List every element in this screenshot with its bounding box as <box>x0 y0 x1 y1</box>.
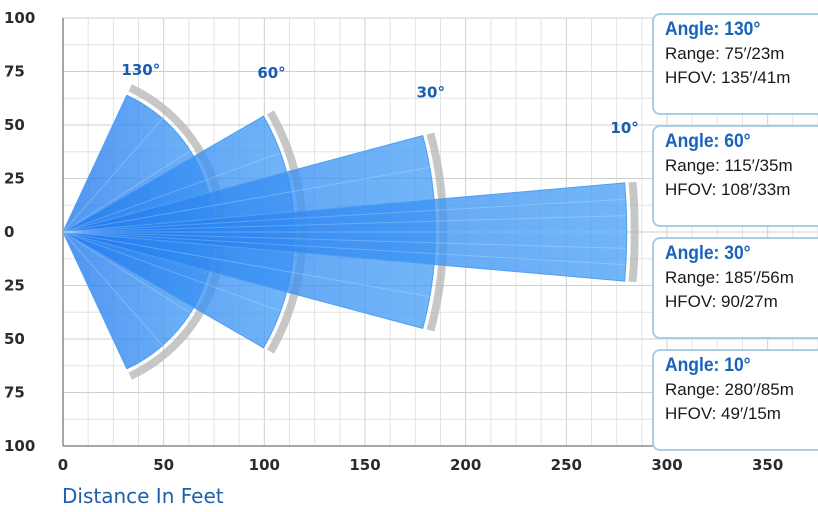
info-card-60: Angle: 60° Range: 115′/35m HFOV: 108′/33… <box>652 125 818 227</box>
y-tick-label: 75 <box>4 63 25 81</box>
beam-ray <box>62 152 281 233</box>
y-tick-label: 25 <box>4 170 25 188</box>
card-hfov: HFOV: 135′/41m <box>665 68 791 87</box>
beam-sectors <box>61 84 639 380</box>
y-tick-label: 25 <box>4 277 25 295</box>
x-tick-label: 150 <box>349 456 380 474</box>
angle-label: 60° <box>257 64 285 82</box>
y-tick-label: 100 <box>4 437 35 455</box>
beam-shadow <box>628 181 639 283</box>
angle-label: 30° <box>417 84 445 102</box>
card-range: Range: 280′/85m <box>665 380 794 399</box>
beam-ray <box>62 150 191 233</box>
beam-ray <box>62 231 430 298</box>
info-card-130: Angle: 130° Range: 75′/23m HFOV: 135′/41… <box>652 13 818 115</box>
beam-ray <box>62 215 627 233</box>
card-title: Angle: 130° <box>665 19 761 40</box>
x-tick-label: 100 <box>249 456 280 474</box>
beam-ray <box>62 231 627 249</box>
x-tick-label: 300 <box>651 456 682 474</box>
angle-label: 130° <box>121 61 160 79</box>
x-tick-label: 200 <box>450 456 481 474</box>
angle-label: 10° <box>610 119 638 137</box>
x-tick-label: 350 <box>752 456 783 474</box>
y-tick-label: 75 <box>4 384 25 402</box>
x-tick-label: 0 <box>58 456 68 474</box>
y-tick-label: 50 <box>4 330 25 348</box>
card-title: Angle: 30° <box>665 243 751 264</box>
info-card-10: Angle: 10° Range: 280′/85m HFOV: 49′/15m <box>652 349 818 451</box>
card-hfov: HFOV: 108′/33m <box>665 180 791 199</box>
beam-ray <box>62 231 281 312</box>
beam-ray <box>62 198 626 233</box>
x-tick-label: 250 <box>551 456 582 474</box>
card-title: Angle: 60° <box>665 131 751 152</box>
beam-ray <box>62 166 430 233</box>
card-range: Range: 75′/23m <box>665 44 785 63</box>
beam-sector <box>62 181 639 283</box>
beam-ray <box>62 231 626 266</box>
card-range: Range: 115′/35m <box>665 156 793 175</box>
x-tick-label: 50 <box>153 456 174 474</box>
y-tick-label: 50 <box>4 116 25 134</box>
beam-ray <box>62 118 163 233</box>
beam-wedge <box>62 182 628 282</box>
y-tick-label: 100 <box>4 9 35 27</box>
card-hfov: HFOV: 49′/15m <box>665 404 781 423</box>
y-tick-label: 0 <box>4 223 14 241</box>
x-axis-label: Distance In Feet <box>62 484 224 508</box>
info-card-30: Angle: 30° Range: 185′/56m HFOV: 90/27m <box>652 237 818 339</box>
card-hfov: HFOV: 90/27m <box>665 292 778 311</box>
card-title: Angle: 10° <box>665 355 751 376</box>
card-range: Range: 185′/56m <box>665 268 794 287</box>
angle-labels: 130° 60° 30° 10° <box>121 61 638 137</box>
beam-ray <box>62 231 163 346</box>
beam-ray <box>62 231 191 314</box>
